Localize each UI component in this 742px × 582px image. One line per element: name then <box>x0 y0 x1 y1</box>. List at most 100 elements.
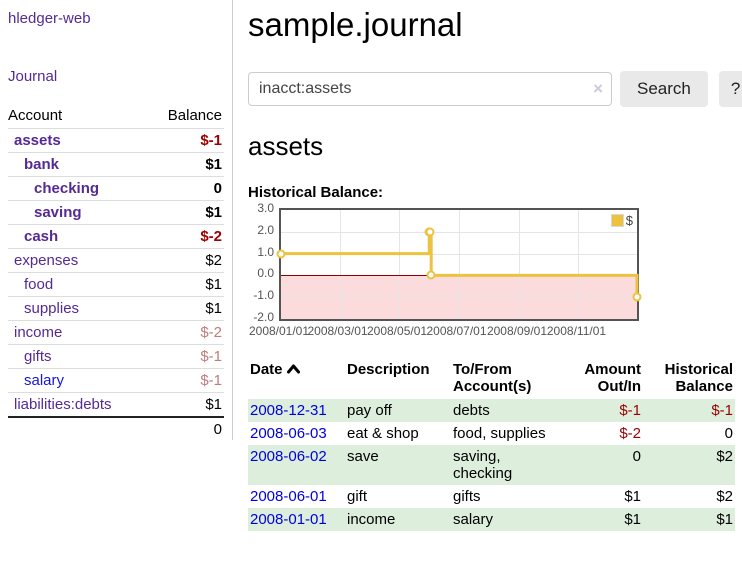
transaction-accounts: debts <box>453 402 490 419</box>
transaction-accounts: salary <box>453 511 494 528</box>
transaction-date-link[interactable]: 2008-06-03 <box>250 425 327 442</box>
balance-series-line <box>281 230 639 298</box>
account-link[interactable]: bank <box>24 156 60 173</box>
transaction-row: 2008-06-03 eat & shop food, supplies $-2 0 <box>248 422 735 445</box>
account-row: liabilities:debts $1 <box>8 392 224 417</box>
account-row: saving $1 <box>8 200 224 225</box>
search-button[interactable]: Search <box>620 71 708 107</box>
account-link[interactable]: assets <box>14 132 61 149</box>
page-title: sample.journal <box>248 6 463 43</box>
transaction-date-link[interactable]: 2008-12-31 <box>250 402 327 419</box>
account-balance: $1 <box>148 296 224 321</box>
data-point-marker <box>425 227 435 237</box>
account-balance: $-2 <box>148 320 224 345</box>
account-heading: assets <box>248 131 324 161</box>
transaction-balance: $2 <box>716 488 733 505</box>
account-row: supplies $1 <box>8 296 224 321</box>
chart-legend: $ <box>610 213 633 228</box>
account-balance: $1 <box>148 272 224 297</box>
brand-link[interactable]: hledger-web <box>8 10 91 27</box>
transaction-description: eat & shop <box>347 425 419 442</box>
chart-plot-area: $ <box>276 208 642 321</box>
search-input[interactable] <box>248 72 612 106</box>
account-link[interactable]: liabilities:debts <box>14 396 112 413</box>
sidebar-item-journal[interactable]: Journal <box>8 68 58 85</box>
account-balance: $-2 <box>148 224 224 249</box>
transaction-description: gift <box>347 488 368 505</box>
accounts-header-balance: Balance <box>167 107 222 124</box>
account-balance: 0 <box>148 176 224 201</box>
account-link[interactable]: salary <box>24 372 65 389</box>
register-header-description: Description <box>347 361 430 378</box>
transaction-date-link[interactable]: 2008-06-02 <box>250 448 327 465</box>
account-row: salary $-1 <box>8 368 224 393</box>
data-point-marker <box>276 249 286 259</box>
account-balance: $1 <box>148 200 224 225</box>
register-table: Date Description To/From Account(s) Amou… <box>248 359 735 531</box>
account-link[interactable]: income <box>14 324 63 341</box>
account-row: income $-2 <box>8 320 224 345</box>
x-axis-tick-label: 2008/05/01 <box>366 324 428 338</box>
transaction-row: 2008-06-02 save saving, checking 0 $2 <box>248 445 735 485</box>
account-balance: $-1 <box>148 344 224 369</box>
legend-label: $ <box>625 213 633 228</box>
accounts-header-account: Account <box>8 107 63 124</box>
account-balance: $-1 <box>148 128 224 153</box>
x-axis-tick-label: 2008/09/01 <box>486 324 547 338</box>
account-row: cash $-2 <box>8 224 224 249</box>
transaction-amount: $-1 <box>619 402 641 419</box>
transaction-row: 2008-01-01 income salary $1 $1 <box>248 508 735 531</box>
account-link[interactable]: cash <box>24 228 59 245</box>
account-balance: $1 <box>148 152 224 177</box>
transaction-amount: 0 <box>632 448 641 465</box>
search-box: × <box>248 72 612 106</box>
x-axis-tick-label: 2008/03/01 <box>307 324 368 338</box>
account-link[interactable]: saving <box>34 204 82 221</box>
y-axis-tick-label: -2.0 <box>253 310 274 324</box>
account-link[interactable]: gifts <box>24 348 52 365</box>
register-header-accounts: To/From Account(s) <box>453 361 532 395</box>
transaction-amount: $1 <box>624 488 641 505</box>
transaction-row: 2008-12-31 pay off debts $-1 $-1 <box>248 399 735 422</box>
transaction-accounts: food, supplies <box>453 425 546 442</box>
transaction-amount: $-2 <box>619 425 641 442</box>
data-point-marker <box>426 270 436 280</box>
transaction-balance: $2 <box>716 448 733 465</box>
transaction-balance: $-1 <box>711 402 733 419</box>
gridline <box>281 253 637 255</box>
sort-ascending-icon <box>286 361 300 378</box>
account-link[interactable]: checking <box>34 180 100 197</box>
register-header-balance: Historical Balance <box>664 361 733 395</box>
accounts-total-row: 0 <box>8 416 224 441</box>
clear-search-icon[interactable]: × <box>593 79 603 98</box>
x-axis-tick-label: 2008/07/01 <box>426 324 487 338</box>
register-header-amount: Amount Out/In <box>584 361 641 395</box>
transaction-row: 2008-06-01 gift gifts $1 $2 <box>248 485 735 508</box>
historical-balance-chart: $ 3.0 2.0 1.0 0.0 -1.0 -2.0 2008/01/01 2008/03… <box>248 201 648 345</box>
accounts-total-value: 0 <box>148 416 224 441</box>
gridline <box>281 231 637 233</box>
account-balance: $2 <box>148 248 224 273</box>
y-axis-tick-label: 3.0 <box>257 201 274 215</box>
account-link[interactable]: food <box>24 276 54 293</box>
transaction-description: pay off <box>347 402 392 419</box>
sidebar: hledger-web Journal Account Balance asse… <box>0 0 233 441</box>
register-header-date[interactable]: Date <box>248 359 345 399</box>
account-link[interactable]: expenses <box>14 252 79 269</box>
help-button[interactable]: ? <box>718 71 742 107</box>
chart-heading: Historical Balance: <box>248 184 384 201</box>
x-axis-tick-label: 2008/11/01 <box>546 324 607 338</box>
account-row: checking 0 <box>8 176 224 201</box>
app-layout: hledger-web Journal Account Balance asse… <box>0 0 742 531</box>
transaction-balance: $1 <box>716 511 733 528</box>
transaction-date-link[interactable]: 2008-01-01 <box>250 511 327 528</box>
account-row: gifts $-1 <box>8 344 224 369</box>
main-content: sample.journal × Search ? assets Histori… <box>233 0 742 531</box>
account-link[interactable]: supplies <box>24 300 80 317</box>
transaction-description: save <box>347 448 379 465</box>
y-axis-tick-label: -1.0 <box>253 288 274 303</box>
data-point-marker <box>632 292 642 302</box>
account-row: food $1 <box>8 272 224 297</box>
transaction-date-link[interactable]: 2008-06-01 <box>250 488 327 505</box>
account-row: assets $-1 <box>8 128 224 153</box>
